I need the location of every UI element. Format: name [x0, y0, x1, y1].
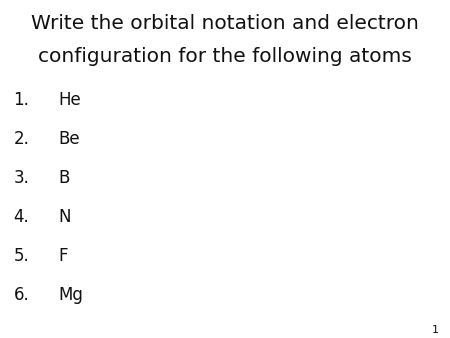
- Text: 6.: 6.: [14, 286, 29, 304]
- Text: 1.: 1.: [14, 91, 29, 109]
- Text: F: F: [58, 247, 68, 265]
- Text: 3.: 3.: [14, 169, 29, 187]
- Text: 2.: 2.: [14, 130, 29, 148]
- Text: N: N: [58, 208, 71, 226]
- Text: 5.: 5.: [14, 247, 29, 265]
- Text: configuration for the following atoms: configuration for the following atoms: [38, 47, 412, 66]
- Text: Write the orbital notation and electron: Write the orbital notation and electron: [31, 14, 419, 32]
- Text: Be: Be: [58, 130, 80, 148]
- Text: 4.: 4.: [14, 208, 29, 226]
- Text: 1: 1: [432, 324, 439, 335]
- Text: B: B: [58, 169, 70, 187]
- Text: Mg: Mg: [58, 286, 83, 304]
- Text: He: He: [58, 91, 81, 109]
